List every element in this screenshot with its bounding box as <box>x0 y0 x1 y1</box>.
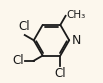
Text: N: N <box>71 34 81 47</box>
Text: Cl: Cl <box>18 20 30 33</box>
Text: CH₃: CH₃ <box>66 10 86 20</box>
Text: Cl: Cl <box>55 67 66 80</box>
Text: Cl: Cl <box>12 54 24 67</box>
